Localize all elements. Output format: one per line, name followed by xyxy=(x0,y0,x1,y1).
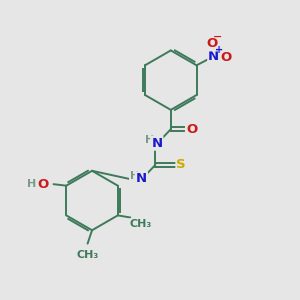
Text: H: H xyxy=(146,135,154,145)
Text: +: + xyxy=(215,45,223,55)
Text: N: N xyxy=(136,172,147,185)
Text: −: − xyxy=(213,32,222,42)
Text: S: S xyxy=(176,158,186,171)
Text: O: O xyxy=(37,178,48,191)
Text: H: H xyxy=(130,171,139,181)
Text: O: O xyxy=(186,123,197,136)
Text: CH₃: CH₃ xyxy=(76,250,99,260)
Text: N: N xyxy=(208,50,219,63)
Text: O: O xyxy=(207,38,218,50)
Text: O: O xyxy=(220,51,232,64)
Text: H: H xyxy=(27,179,36,189)
Text: CH₃: CH₃ xyxy=(130,219,152,229)
Text: N: N xyxy=(151,137,162,150)
